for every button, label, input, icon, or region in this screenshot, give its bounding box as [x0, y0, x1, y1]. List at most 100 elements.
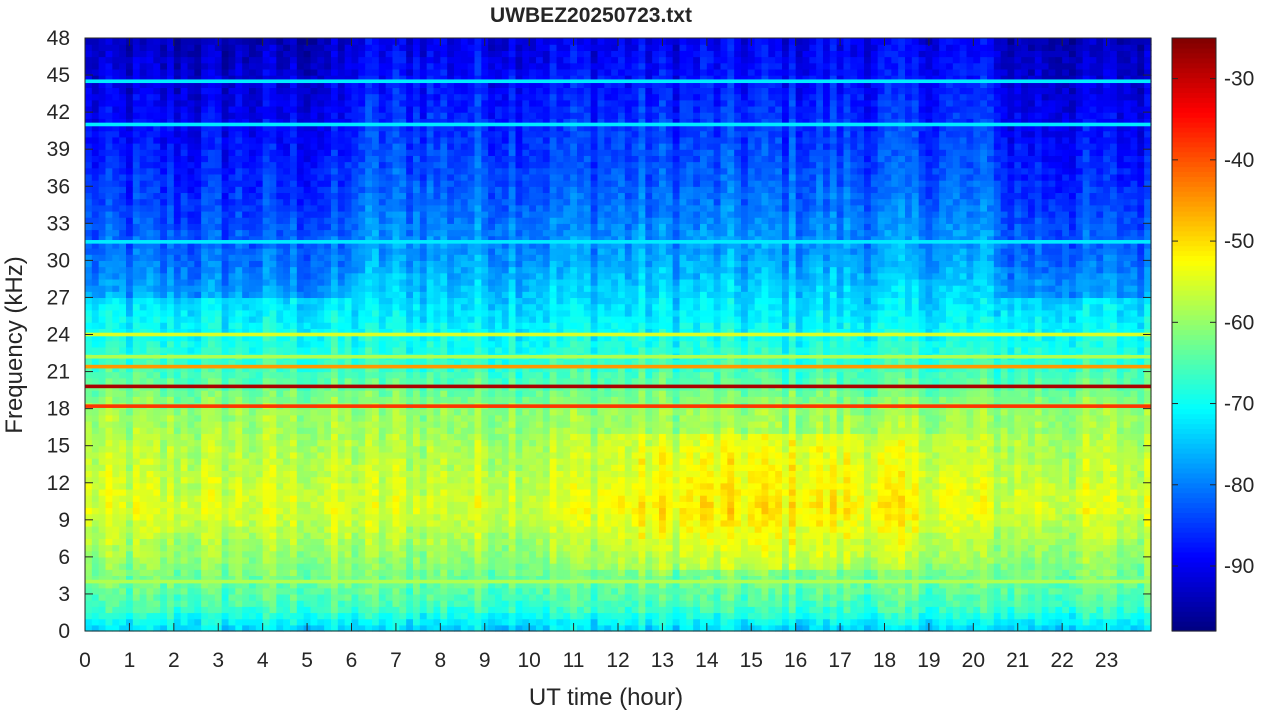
heatmap-cell — [337, 365, 346, 373]
heatmap-cell — [167, 322, 175, 329]
heatmap-cell — [365, 495, 373, 502]
heatmap-cell — [255, 62, 264, 70]
heatmap-cell — [187, 618, 195, 626]
heatmap-cell — [221, 476, 230, 484]
heatmap-cell — [105, 303, 113, 311]
heatmap-cell — [296, 550, 305, 558]
heatmap-cell — [249, 260, 257, 268]
heatmap-cell — [146, 161, 154, 169]
heatmap-cell — [283, 488, 291, 496]
heatmap-cell — [173, 68, 182, 76]
heatmap-cell — [119, 519, 127, 527]
heatmap-cell — [262, 192, 271, 200]
heatmap-cell — [201, 278, 209, 286]
heatmap-cell — [167, 266, 175, 274]
heatmap-cell — [160, 241, 168, 249]
heatmap-cell — [317, 322, 325, 329]
heatmap-cell — [228, 433, 236, 441]
heatmap-cell — [358, 81, 366, 89]
heatmap-cell — [139, 600, 148, 607]
heatmap-cell — [228, 519, 236, 527]
heatmap-cell — [91, 390, 100, 397]
heatmap-cell — [317, 593, 325, 601]
heatmap-cell — [201, 414, 209, 422]
heatmap-cell — [235, 155, 243, 163]
heatmap-cell — [105, 161, 113, 169]
heatmap-cell — [276, 223, 284, 231]
heatmap-cell — [303, 62, 312, 70]
heatmap-cell — [351, 328, 359, 336]
heatmap-cell — [201, 254, 209, 261]
heatmap-cell — [324, 538, 332, 546]
heatmap-cell — [310, 50, 318, 58]
heatmap-cell — [372, 155, 380, 163]
heatmap-cell — [399, 87, 407, 95]
heatmap-cell — [392, 563, 400, 570]
heatmap-cell — [344, 266, 353, 274]
heatmap-cell — [180, 458, 189, 465]
heatmap-cell — [242, 266, 250, 274]
heatmap-cell — [214, 124, 223, 132]
heatmap-cell — [433, 532, 441, 539]
heatmap-cell — [255, 618, 264, 626]
heatmap-cell — [426, 192, 435, 200]
heatmap-cell — [296, 451, 305, 459]
heatmap-cell — [283, 130, 291, 138]
heatmap-cell — [351, 439, 359, 447]
heatmap-cell — [153, 328, 161, 336]
heatmap-cell — [160, 303, 168, 311]
heatmap-cell — [105, 272, 113, 280]
heatmap-cell — [413, 482, 421, 490]
heatmap-cell — [317, 482, 325, 490]
heatmap-cell — [276, 340, 284, 348]
heatmap-cell — [160, 143, 168, 150]
heatmap-cell — [426, 322, 435, 329]
heatmap-cell — [173, 408, 182, 416]
heatmap-cell — [358, 297, 366, 305]
heatmap-cell — [173, 624, 182, 632]
heatmap-cell — [290, 377, 298, 385]
heatmap-cell — [337, 260, 346, 268]
heatmap-cell — [98, 359, 107, 366]
heatmap-cell — [221, 198, 230, 206]
heatmap-cell — [255, 143, 264, 150]
heatmap-cell — [303, 50, 312, 58]
heatmap-cell — [433, 433, 441, 441]
heatmap-cell — [303, 210, 312, 218]
heatmap-cell — [310, 155, 318, 163]
heatmap-cell — [296, 248, 305, 255]
heatmap-cell — [317, 112, 325, 119]
heatmap-cell — [214, 340, 223, 348]
heatmap-cell — [269, 186, 277, 194]
heatmap-cell — [126, 606, 134, 614]
heatmap-cell — [98, 593, 107, 601]
heatmap-cell — [208, 322, 216, 329]
heatmap-cell — [399, 260, 407, 268]
heatmap-cell — [201, 396, 209, 404]
heatmap-cell — [358, 291, 366, 299]
heatmap-cell — [331, 155, 339, 163]
heatmap-cell — [146, 192, 154, 200]
heatmap-cell — [91, 272, 100, 280]
heatmap-cell — [331, 50, 339, 58]
heatmap-cell — [283, 204, 291, 212]
heatmap-cell — [310, 124, 318, 132]
heatmap-cell — [276, 433, 284, 441]
heatmap-cell — [139, 297, 148, 305]
heatmap-cell — [296, 229, 305, 237]
heatmap-cell — [91, 87, 100, 95]
heatmap-cell — [173, 538, 182, 546]
heatmap-cell — [358, 254, 366, 261]
heatmap-cell — [276, 248, 284, 255]
heatmap-cell — [290, 624, 298, 632]
heatmap-cell — [173, 161, 182, 169]
heatmap-cell — [235, 328, 243, 336]
heatmap-cell — [153, 519, 161, 527]
heatmap-cell — [249, 334, 257, 342]
heatmap-cell — [378, 229, 387, 237]
heatmap-cell — [406, 87, 414, 95]
heatmap-cell — [201, 359, 209, 366]
heatmap-cell — [433, 266, 441, 274]
heatmap-cell — [276, 229, 284, 237]
heatmap-cell — [85, 56, 93, 64]
